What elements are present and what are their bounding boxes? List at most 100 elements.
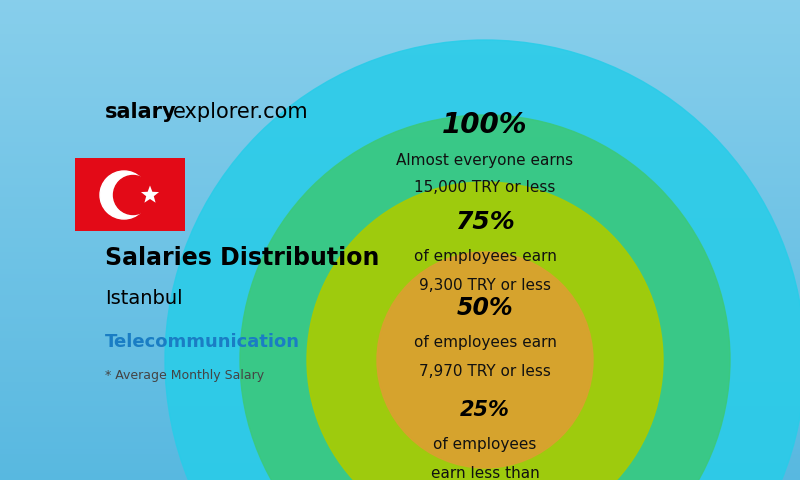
Bar [0,173,800,175]
Bar [0,34,800,36]
Bar [0,312,800,314]
Polygon shape [141,185,159,203]
Bar [0,127,800,130]
Bar [0,310,800,312]
Bar [0,103,800,106]
Bar [0,355,800,358]
Bar [0,204,800,206]
Bar [0,278,800,281]
Bar [0,331,800,334]
Bar [0,370,800,372]
Bar [75,158,185,231]
Text: Telecommunication: Telecommunication [105,333,300,351]
Bar [0,120,800,122]
Bar [0,362,800,365]
Bar [0,43,800,46]
Bar [0,396,800,398]
Bar [0,149,800,151]
Bar [0,403,800,406]
Bar [0,427,800,430]
Bar [0,235,800,238]
Bar [0,221,800,223]
Bar [0,125,800,127]
Bar [0,101,800,103]
Bar [0,449,800,451]
Text: 15,000 TRY or less: 15,000 TRY or less [414,180,556,195]
Circle shape [240,115,730,480]
Bar [0,108,800,110]
Circle shape [114,176,153,215]
Text: salary: salary [105,102,177,122]
Bar [0,250,800,252]
Bar [0,77,800,79]
Bar [0,60,800,62]
Bar [0,178,800,180]
Bar [0,348,800,350]
Bar [0,242,800,245]
Bar [0,406,800,408]
Circle shape [307,182,663,480]
Bar [0,26,800,29]
Bar [0,53,800,55]
Text: 25%: 25% [460,400,510,420]
Bar [0,264,800,266]
Bar [0,410,800,413]
Bar [0,197,800,199]
Bar [0,338,800,341]
Text: of employees earn: of employees earn [414,336,557,350]
Bar [0,223,800,226]
Bar [0,254,800,257]
Bar [0,257,800,259]
Text: 9,300 TRY or less: 9,300 TRY or less [419,277,551,292]
Bar [0,324,800,326]
Bar [0,168,800,170]
Bar [0,14,800,17]
Bar [0,389,800,391]
Bar [0,132,800,134]
Bar [0,360,800,362]
Bar [0,70,800,72]
Bar [0,7,800,10]
Bar [0,46,800,48]
Bar [0,24,800,26]
Bar [0,110,800,113]
Bar [0,82,800,84]
Bar [0,67,800,70]
Bar [0,451,800,454]
Text: 7,970 TRY or less: 7,970 TRY or less [419,363,551,379]
Bar [0,473,800,475]
Bar [0,367,800,370]
Bar [0,190,800,192]
Bar [0,180,800,182]
Text: * Average Monthly Salary: * Average Monthly Salary [105,369,264,382]
Bar [0,192,800,194]
Text: 100%: 100% [442,111,528,139]
Bar [0,139,800,142]
Bar [0,19,800,22]
Bar [0,55,800,58]
Bar [0,305,800,307]
Bar [0,478,800,480]
Bar [0,386,800,389]
Bar [0,336,800,338]
Bar [0,209,800,211]
Bar [0,418,800,420]
Bar [0,413,800,415]
Bar [0,142,800,144]
Bar [0,86,800,89]
Bar [0,365,800,367]
Bar [0,98,800,101]
Bar [0,65,800,67]
Bar [0,84,800,86]
Bar [0,185,800,187]
Bar [0,374,800,377]
Bar [0,382,800,384]
Bar [0,106,800,108]
Bar [0,12,800,14]
Text: Salaries Distribution: Salaries Distribution [105,246,379,270]
Bar [0,166,800,168]
Bar [0,420,800,422]
Bar [0,319,800,322]
Bar [0,434,800,437]
Bar [0,456,800,458]
